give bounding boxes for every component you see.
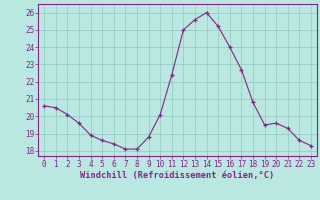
X-axis label: Windchill (Refroidissement éolien,°C): Windchill (Refroidissement éolien,°C) xyxy=(80,171,275,180)
